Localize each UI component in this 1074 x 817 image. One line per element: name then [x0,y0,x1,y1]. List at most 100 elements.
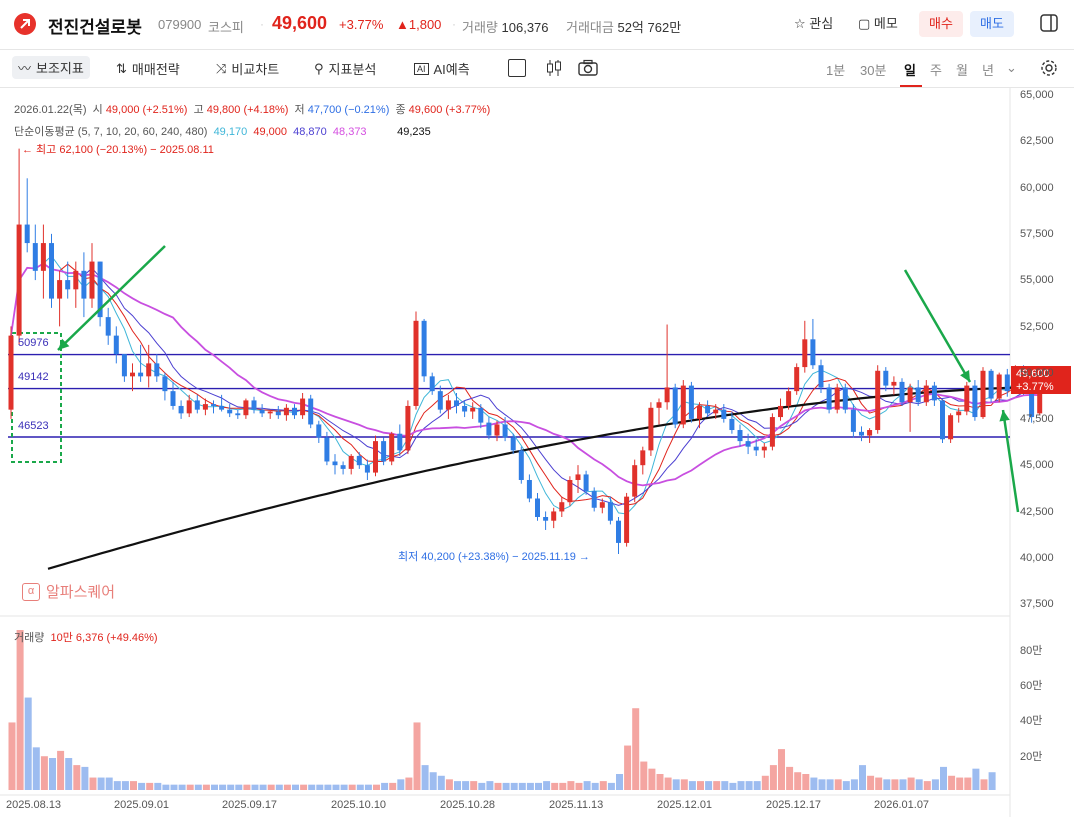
candle-body [1029,391,1035,418]
volume-bar [308,784,316,790]
date-tick: 2025.11.13 [549,799,604,811]
candle-body [194,400,200,410]
volume-bar [437,775,445,790]
settings-button[interactable] [1040,59,1058,77]
candle-body [753,446,759,451]
ma10-value: 48,870 [293,126,327,138]
candle-body [57,280,63,299]
candle-body [648,407,654,451]
price-tick: 62,500 [1020,135,1054,148]
screenshot-button[interactable] [578,59,598,77]
candle-body [178,405,184,414]
candle-body [859,431,864,436]
volume-bar [850,779,858,790]
price-tick: 57,500 [1020,227,1054,240]
candle-body [980,370,986,418]
period-week[interactable]: 주 [930,63,942,78]
ma20-value: 48,373 [332,126,367,138]
period-day[interactable]: 일 [904,63,916,78]
price-tick: 55,000 [1020,274,1054,287]
candle-body [170,391,176,406]
ohlc-date: 2026.01.22(목) [14,104,87,116]
candle-body [786,391,792,406]
candle-body [907,387,913,403]
ma20-line [10,262,1040,487]
ai-label: AI예측 [433,62,470,77]
ohlc-info: 2026.01.22(목) 시 49,000 (+2.51%) 고 49,800… [14,101,490,117]
candle-body [535,498,540,518]
volume-bar [583,781,591,790]
volume-bar [859,765,866,790]
candle-body [283,407,289,416]
chevron-down-icon[interactable]: ⌄ [1006,60,1017,75]
candle-body [875,370,881,431]
candle-body [842,387,848,410]
arrow-annotation-3-head [999,410,1010,422]
volume-bar [300,784,308,790]
volume-bar [130,781,137,790]
candle-body [454,400,459,406]
camera-icon [578,59,598,76]
analysis-button[interactable]: ⚲ 지표분석 [314,59,376,78]
chart-toolbar: 〰 보조지표 ⇅ 매매전략 ⤨ 비교차트 ⚲ 지표분석 AI AI예측 1분 30분 일 … [0,50,1074,88]
period-year[interactable]: 년 [982,63,994,78]
strategy-icon: ⇅ [116,60,127,76]
indicator-icon: 〰 [18,61,32,76]
strategy-button[interactable]: ⇅ 매매전략 [116,59,180,78]
candle-body [729,418,735,431]
candle-body [478,407,484,423]
price-chart[interactable] [0,88,1074,817]
company-logo-icon [14,13,36,35]
volume-bar [931,779,939,790]
volume-bar [421,765,429,790]
volume-bar [283,784,291,790]
candle-body [680,385,686,425]
compare-label: 비교차트 [231,62,280,77]
candle-body [113,335,119,355]
volume-bar [915,779,923,790]
candle-body [745,441,751,447]
candle-body [794,367,800,392]
candle-body [518,450,524,480]
volume-bar [575,782,583,790]
volume-tick: 40만 [1020,715,1043,727]
candle-body [389,433,395,462]
date-tick: 2025.12.17 [766,799,822,811]
draw-box-button[interactable] [508,59,526,77]
date-tick: 2025.09.17 [222,799,278,811]
volume-bar [138,782,146,790]
watch-button[interactable]: ☆ 관심 [794,13,833,32]
analysis-label: 지표분석 [328,62,377,77]
buy-button[interactable]: 매수 [919,11,963,37]
candle-body [429,376,435,392]
sell-button[interactable]: 매도 [970,11,1014,37]
volume-bar [292,784,299,790]
period-month[interactable]: 월 [956,63,968,78]
volume-bar [664,777,672,790]
volume-value-detail: 10만 6,376 (+49.46%) [50,632,158,644]
candle-type-button[interactable] [546,59,562,77]
candle-body [899,381,905,403]
candle-body [559,502,565,512]
volume-bar [502,782,510,790]
candle-body [850,409,856,432]
volume-bar [373,784,380,790]
alpha-logo-icon: α [22,582,40,601]
change-amount: ▲1,800 [396,17,442,32]
stock-header: 전진건설로봇 079900 코스피 · 49,600 +3.77% ▲1,800… [0,0,1074,50]
period-30min[interactable]: 30분 [860,63,887,78]
period-1min[interactable]: 1분 [826,63,846,78]
indicators-button[interactable]: 〰 보조지표 [12,56,90,79]
candle-body [486,422,492,436]
side-panel-icon[interactable] [1040,14,1058,37]
volume-bar [786,766,794,790]
volume-bar [891,779,899,790]
compare-button[interactable]: ⤨ 비교차트 [216,59,279,78]
candle-body [16,224,22,336]
candle-body [364,465,370,473]
volume-bar [956,777,964,790]
volume-bar [907,777,915,790]
ai-predict-button[interactable]: AI AI예측 [414,59,470,78]
square-icon [508,59,526,77]
memo-button[interactable]: ▢ 메모 [858,13,898,32]
